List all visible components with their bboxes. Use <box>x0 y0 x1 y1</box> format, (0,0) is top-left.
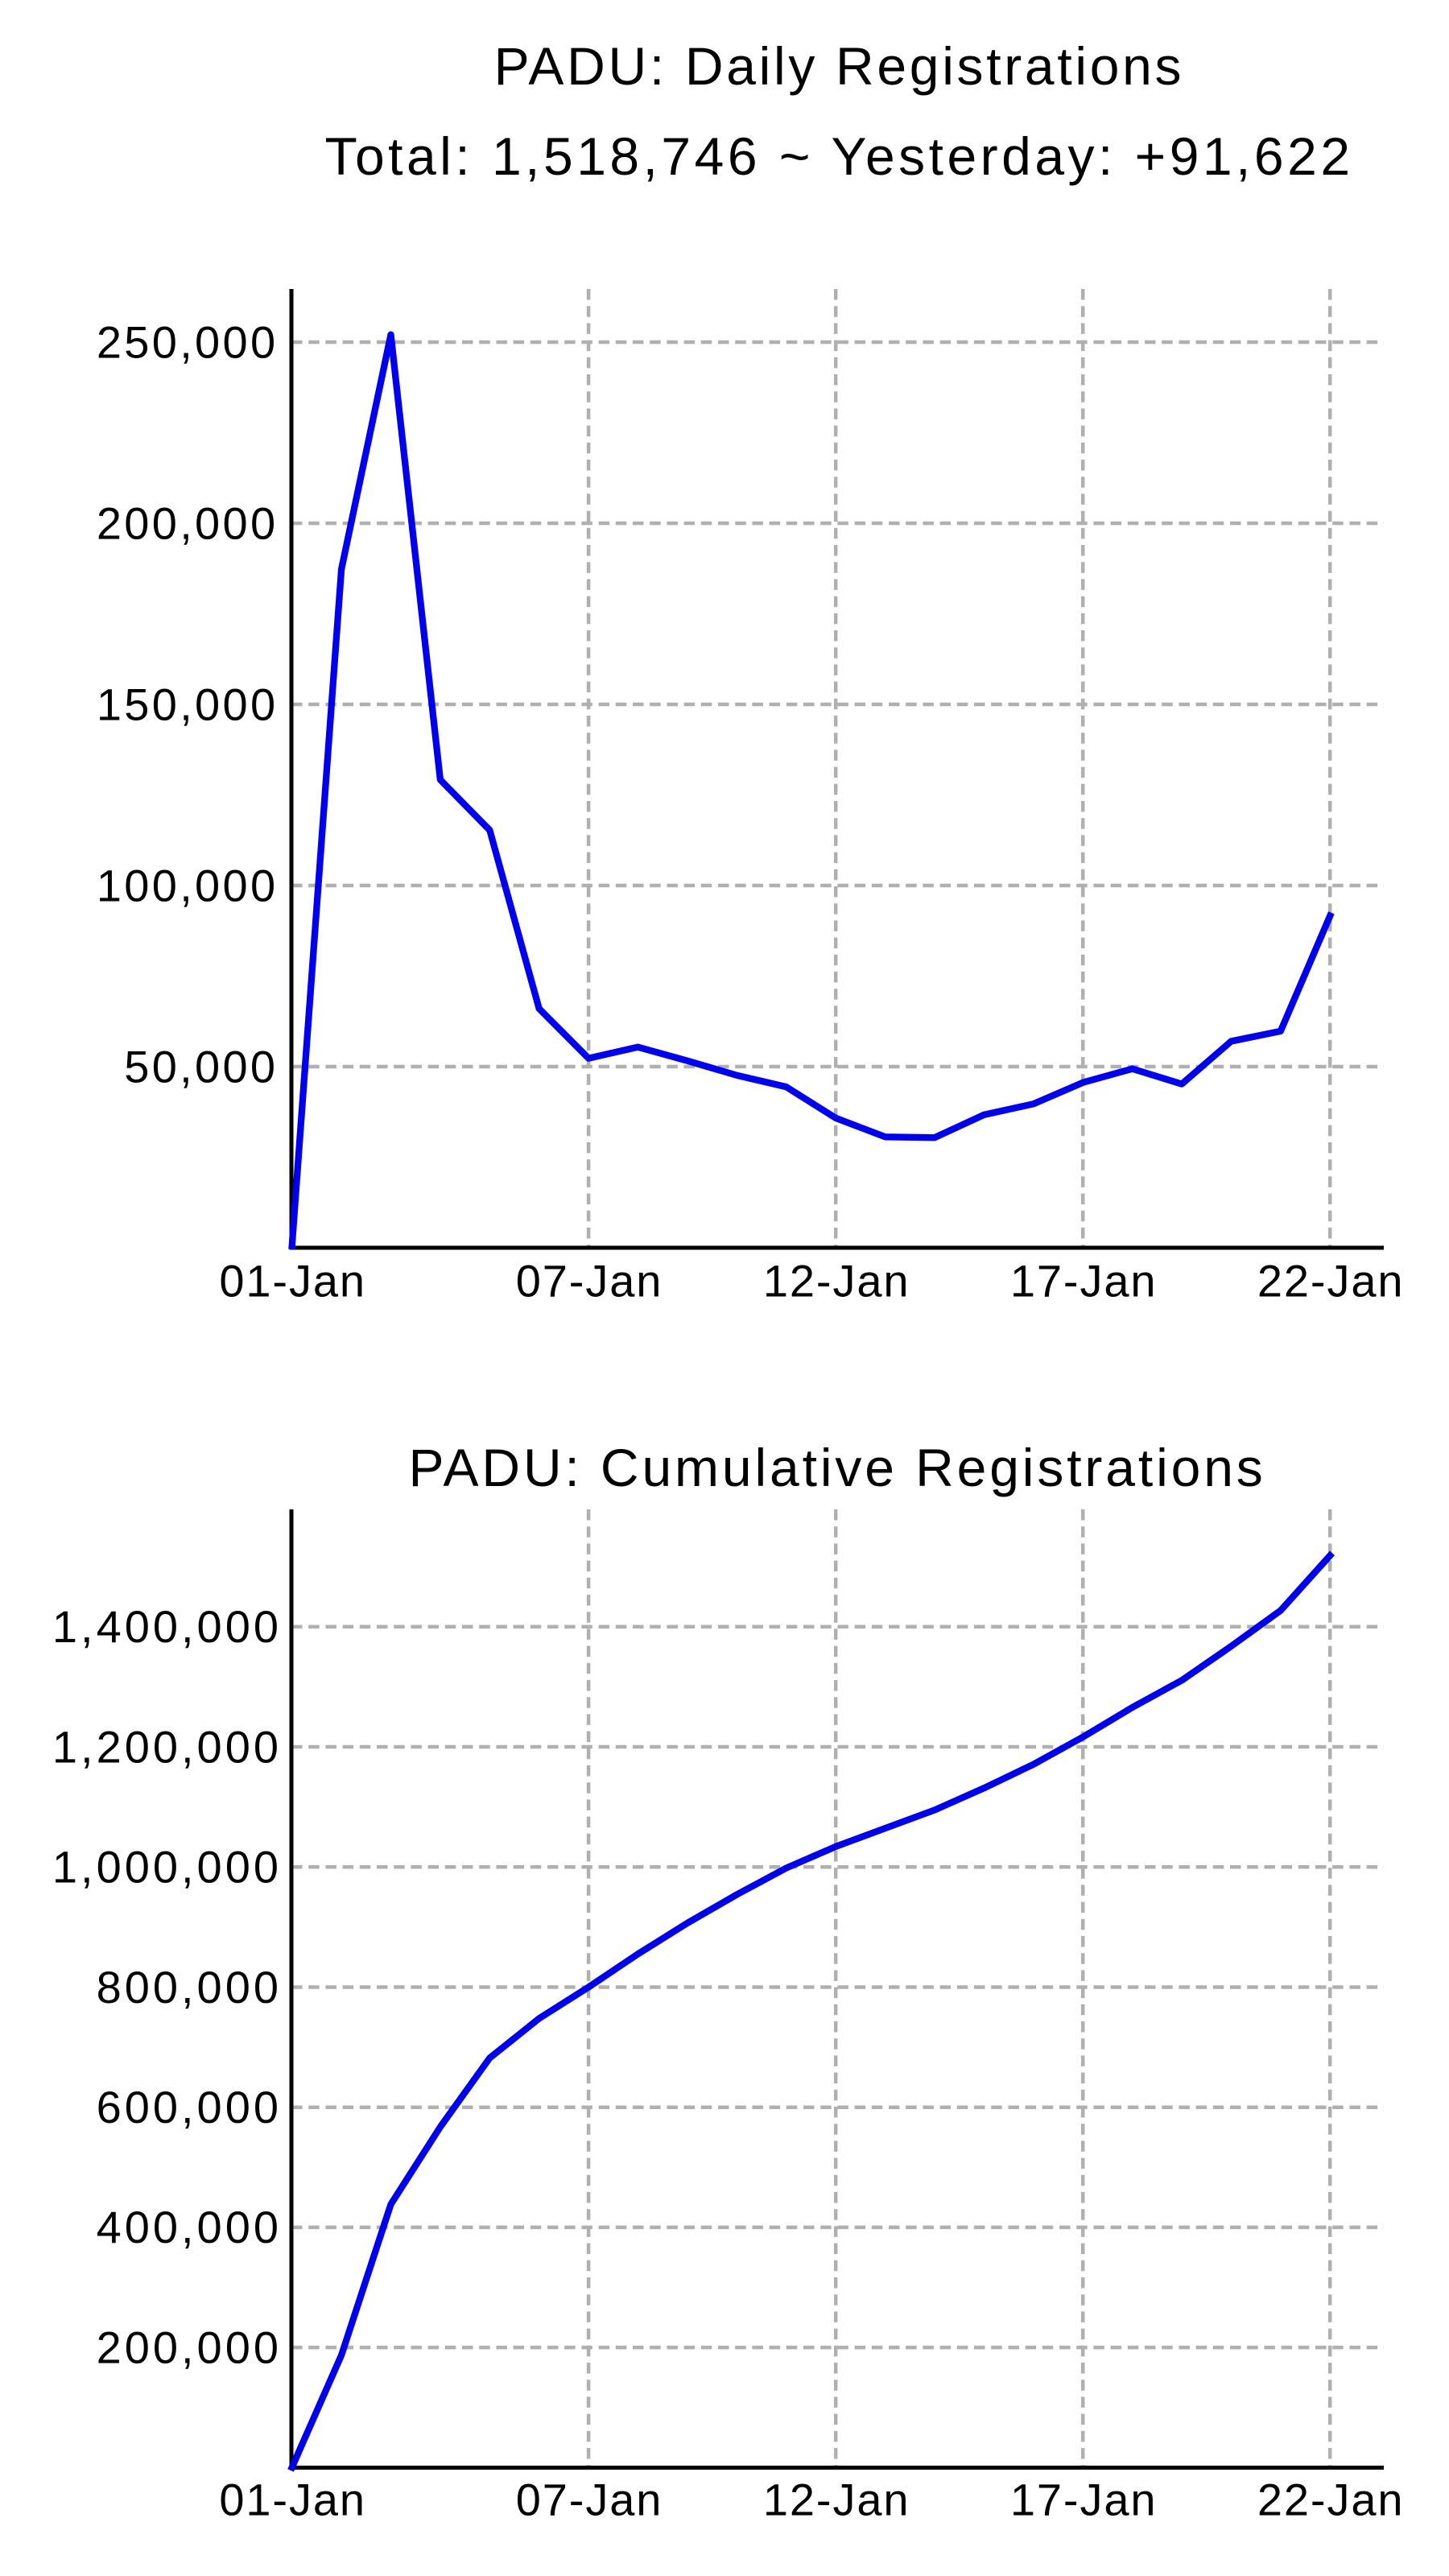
svg-text:22-Jan: 22-Jan <box>1257 2475 1405 2525</box>
svg-text:PADU: Cumulative Registrations: PADU: Cumulative Registrations <box>409 1438 1266 1497</box>
svg-text:1,400,000: 1,400,000 <box>52 1601 282 1652</box>
svg-text:200,000: 200,000 <box>97 497 279 548</box>
svg-text:250,000: 250,000 <box>97 316 279 367</box>
svg-text:100,000: 100,000 <box>97 860 279 910</box>
svg-text:07-Jan: 07-Jan <box>516 1256 663 1307</box>
svg-text:17-Jan: 17-Jan <box>1010 2475 1158 2525</box>
svg-text:150,000: 150,000 <box>97 679 279 729</box>
svg-text:600,000: 600,000 <box>97 2082 282 2132</box>
svg-text:PADU: Daily Registrations: PADU: Daily Registrations <box>494 36 1185 96</box>
svg-text:800,000: 800,000 <box>97 1962 282 2013</box>
svg-text:400,000: 400,000 <box>97 2202 282 2252</box>
svg-text:Total: 1,518,746 ~ Yesterday:: Total: 1,518,746 ~ Yesterday: +91,622 <box>324 126 1353 186</box>
svg-text:22-Jan: 22-Jan <box>1257 1256 1405 1307</box>
svg-text:200,000: 200,000 <box>97 2322 282 2372</box>
svg-text:01-Jan: 01-Jan <box>219 2475 366 2525</box>
svg-text:12-Jan: 12-Jan <box>763 1256 910 1307</box>
svg-text:12-Jan: 12-Jan <box>763 2475 910 2525</box>
svg-text:1,200,000: 1,200,000 <box>52 1721 282 1772</box>
svg-text:01-Jan: 01-Jan <box>219 1256 366 1307</box>
svg-text:50,000: 50,000 <box>124 1041 278 1092</box>
svg-text:1,000,000: 1,000,000 <box>52 1842 282 1893</box>
svg-text:17-Jan: 17-Jan <box>1010 1256 1158 1307</box>
svg-text:07-Jan: 07-Jan <box>516 2475 663 2525</box>
